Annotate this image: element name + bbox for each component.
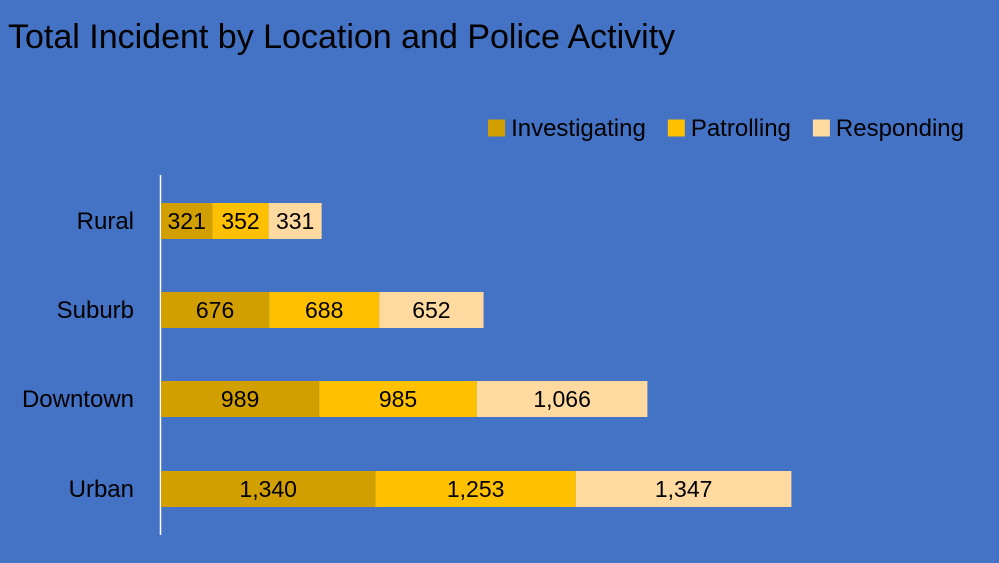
bar-rural-responding — [268, 203, 322, 239]
data-label-urban-investigating: 1,340 — [239, 476, 297, 502]
data-label-urban-patrolling: 1,253 — [447, 476, 505, 502]
bar-suburb-responding — [379, 292, 484, 328]
bar-suburb-investigating — [161, 292, 270, 328]
legend-label-responding: Responding — [836, 115, 964, 142]
legend-swatch-patrolling — [667, 119, 685, 137]
category-labels: Rural Suburb Downtown Urban — [22, 208, 134, 503]
category-label-urban: Urban — [69, 476, 134, 503]
data-label-suburb-patrolling: 688 — [305, 297, 343, 323]
category-label-rural: Rural — [77, 208, 134, 235]
data-label-suburb-investigating: 676 — [196, 297, 234, 323]
bars — [161, 203, 792, 507]
bar-urban-responding — [575, 471, 792, 507]
bar-downtown-patrolling — [319, 381, 477, 417]
legend-swatch-investigating — [488, 119, 506, 137]
legend-label-investigating: Investigating — [511, 115, 646, 142]
data-label-downtown-patrolling: 985 — [379, 386, 417, 412]
data-label-downtown-responding: 1,066 — [533, 386, 591, 412]
bar-urban-investigating — [161, 471, 376, 507]
legend-label-patrolling: Patrolling — [691, 115, 791, 142]
bar-rural-patrolling — [212, 203, 269, 239]
data-label-downtown-investigating: 989 — [221, 386, 259, 412]
data-label-urban-responding: 1,347 — [655, 476, 713, 502]
data-labels: 321 352 331 676 688 652 989 985 1,066 1,340 1,253 1… — [167, 208, 712, 502]
category-label-downtown: Downtown — [22, 386, 134, 413]
chart-title: Total Incident by Location and Police Ac… — [8, 18, 675, 56]
legend: Investigating Patrolling Responding — [488, 115, 964, 142]
bar-downtown-responding — [476, 381, 648, 417]
bar-rural-investigating — [161, 203, 213, 239]
data-label-rural-patrolling: 352 — [221, 208, 259, 234]
category-label-suburb: Suburb — [57, 297, 134, 324]
data-label-rural-investigating: 321 — [167, 208, 205, 234]
data-label-suburb-responding: 652 — [412, 297, 450, 323]
bar-urban-patrolling — [375, 471, 576, 507]
bar-downtown-investigating — [161, 381, 320, 417]
bar-suburb-patrolling — [269, 292, 380, 328]
legend-swatch-responding — [812, 119, 830, 137]
data-label-rural-responding: 331 — [276, 208, 314, 234]
